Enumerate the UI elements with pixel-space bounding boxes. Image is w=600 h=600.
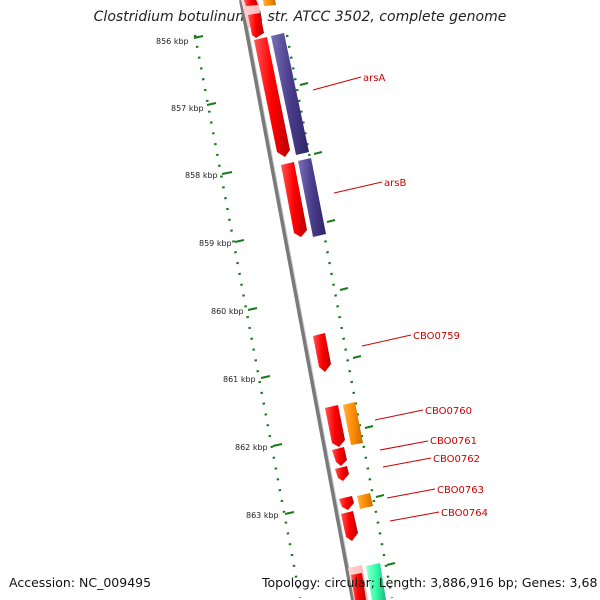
cds-feature-CBO0759[interactable] bbox=[313, 333, 331, 372]
scale-label: 861 kbp bbox=[223, 375, 256, 384]
scale-label: 859 kbp bbox=[199, 239, 232, 248]
cds-feature-CBO0762[interactable] bbox=[335, 466, 349, 481]
accession-text: Accession: NC_009495 bbox=[9, 575, 152, 590]
gene-label-arsA[interactable]: arsA bbox=[363, 73, 385, 84]
cog-feature[interactable] bbox=[366, 563, 386, 600]
gene-label-arsB[interactable]: arsB bbox=[384, 178, 406, 189]
leader-arsA bbox=[312, 76, 362, 91]
scale-tick bbox=[247, 307, 258, 311]
genome-backbone bbox=[239, 0, 355, 600]
cds-feature-CBO0763[interactable] bbox=[339, 496, 354, 510]
label-leaders bbox=[312, 76, 440, 522]
scale-label: 860 kbp bbox=[211, 307, 244, 316]
genome-backbone-highlight bbox=[242, 0, 356, 600]
leader-CBO0760 bbox=[374, 409, 424, 421]
cog-feature-arsB[interactable] bbox=[298, 158, 326, 237]
cog-feature-CBO0763[interactable] bbox=[357, 493, 373, 509]
cds-feature[interactable] bbox=[248, 13, 264, 38]
cds-feature[interactable] bbox=[351, 573, 366, 600]
scale-ticks bbox=[193, 35, 396, 566]
gene-label-CBO0762[interactable]: CBO0762 bbox=[433, 454, 480, 465]
scale-tick bbox=[234, 239, 245, 243]
scale-tick bbox=[272, 443, 283, 447]
leader-CBO0763 bbox=[386, 488, 436, 499]
scale-tick bbox=[284, 511, 295, 515]
inner-tick bbox=[313, 151, 323, 155]
gene-label-CBO0761[interactable]: CBO0761 bbox=[430, 436, 477, 447]
inner-tick bbox=[375, 494, 385, 498]
scale-label: 856 kbp bbox=[156, 37, 189, 46]
cds-feature-arsA[interactable] bbox=[254, 37, 290, 157]
scale-tick bbox=[221, 171, 233, 175]
outer-dotted-ring bbox=[193, 34, 302, 599]
inner-tick bbox=[352, 355, 362, 359]
cds-feature-arsB[interactable] bbox=[281, 162, 307, 237]
scale-label: 863 kbp bbox=[246, 511, 279, 520]
scale-label: 862 kbp bbox=[235, 443, 268, 452]
leader-CBO0764 bbox=[389, 511, 440, 522]
cds-feature[interactable] bbox=[244, 0, 258, 6]
scale-tick bbox=[193, 35, 204, 39]
cog-feature-arsA[interactable] bbox=[271, 33, 309, 155]
leader-arsB bbox=[333, 181, 383, 194]
scale-label: 857 kbp bbox=[171, 104, 204, 113]
inner-tick bbox=[339, 287, 349, 291]
scale-label: 858 kbp bbox=[185, 171, 218, 180]
gene-label-CBO0764[interactable]: CBO0764 bbox=[441, 508, 488, 519]
inner-tick bbox=[386, 562, 396, 566]
cog-feature[interactable] bbox=[263, 0, 276, 6]
inner-tick bbox=[299, 82, 309, 86]
topology-text: Topology: circular; Length: 3,886,916 bp… bbox=[262, 575, 598, 590]
inner-tick bbox=[326, 219, 336, 223]
scale-tick bbox=[206, 102, 217, 106]
inner-tick bbox=[364, 425, 374, 429]
cog-feature-CBO0760[interactable] bbox=[343, 402, 363, 445]
gene-label-CBO0763[interactable]: CBO0763 bbox=[437, 485, 484, 496]
leader-CBO0759 bbox=[361, 334, 412, 347]
leader-CBO0761 bbox=[379, 440, 429, 451]
cds-feature-CBO0761[interactable] bbox=[332, 447, 347, 466]
gene-label-CBO0760[interactable]: CBO0760 bbox=[425, 406, 472, 417]
gene-label-CBO0759[interactable]: CBO0759 bbox=[413, 331, 460, 342]
leader-CBO0762 bbox=[382, 457, 432, 468]
map-title: Clostridium botulinum A str. ATCC 3502, … bbox=[93, 9, 507, 25]
cds-feature-CBO0764[interactable] bbox=[341, 511, 358, 541]
inner-dotted-ring bbox=[285, 34, 394, 599]
scale-tick bbox=[260, 375, 271, 379]
cds-feature-CBO0760[interactable] bbox=[325, 405, 345, 447]
